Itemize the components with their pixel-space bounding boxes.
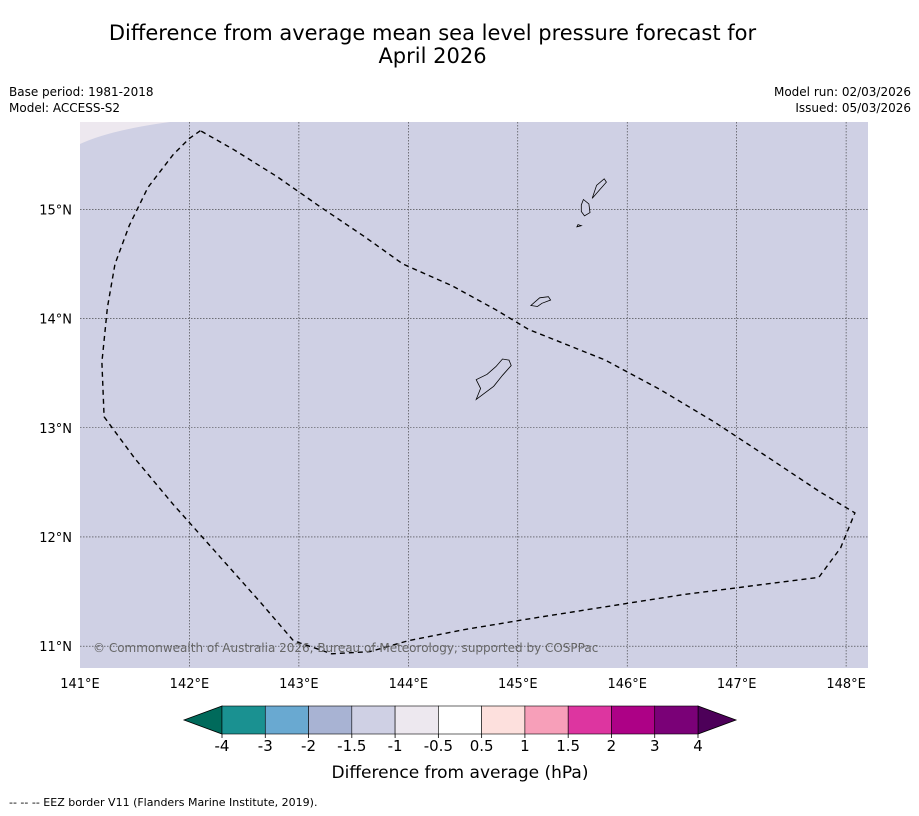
longitude-label: 148°E bbox=[826, 677, 866, 692]
meta-right: Model run: 02/03/2026 Issued: 05/03/2026 bbox=[774, 84, 911, 116]
axis-labels: 15°N 14°N 13°N 12°N 11°N 141°E 142°E 143°E 144°E… bbox=[39, 203, 866, 692]
pressure-field-corner bbox=[80, 122, 170, 144]
longitude-label: 143°E bbox=[279, 677, 319, 692]
model-run: Model run: 02/03/2026 bbox=[773, 85, 911, 99]
page-title: Difference from average mean sea level p… bbox=[70, 22, 795, 68]
title-line-1: Difference from average mean sea level p… bbox=[108, 21, 757, 45]
colorbar: -4 -3 -2 -1.5 -1 -0.5 0.5 1 1.5 2 3 4 bbox=[182, 705, 738, 755]
colorbar-segment bbox=[567, 705, 612, 735]
map-area bbox=[80, 122, 868, 668]
colorbar-segment bbox=[524, 705, 569, 735]
colorbar-segment bbox=[438, 705, 482, 735]
copyright-notice: © Commonwealth of Australia 2026, Bureau… bbox=[93, 641, 598, 655]
colorbar-tick-label: -1 bbox=[388, 737, 403, 755]
colorbar-tick-label: 1 bbox=[520, 737, 530, 755]
latitude-label: 15°N bbox=[39, 203, 72, 218]
longitude-label: 147°E bbox=[717, 677, 757, 692]
colorbar-segment bbox=[264, 705, 309, 735]
base-period: Base period: 1981-2018 bbox=[9, 85, 154, 99]
colorbar-tick-label: 2 bbox=[607, 737, 617, 755]
eez-footnote: -- -- -- EEZ border V11 (Flanders Marine… bbox=[9, 796, 318, 809]
colorbar-segment bbox=[481, 705, 526, 735]
colorbar-under-arrow bbox=[182, 705, 223, 735]
colorbar-over-arrow bbox=[697, 705, 738, 735]
colorbar-tick-label: -1.5 bbox=[337, 737, 366, 755]
colorbar-title: Difference from average (hPa) bbox=[332, 763, 589, 783]
colorbar-segment bbox=[654, 705, 699, 735]
meta-left: Base period: 1981-2018 Model: ACCESS-S2 bbox=[9, 84, 154, 116]
colorbar-tick-label: 3 bbox=[650, 737, 660, 755]
colorbar-tick-label: -2 bbox=[301, 737, 316, 755]
longitude-label: 146°E bbox=[607, 677, 647, 692]
latitude-label: 12°N bbox=[39, 531, 72, 546]
longitude-label: 141°E bbox=[60, 677, 100, 692]
colorbar-tick-label: -3 bbox=[258, 737, 273, 755]
latitude-label: 14°N bbox=[39, 313, 72, 328]
colorbar-segment bbox=[394, 705, 439, 735]
latitude-label: 13°N bbox=[39, 422, 72, 437]
island-coastline bbox=[591, 178, 607, 199]
longitude-label: 144°E bbox=[389, 677, 429, 692]
eez-border-line bbox=[101, 130, 856, 655]
island-coastline bbox=[475, 358, 512, 401]
title-line-2: April 2026 bbox=[378, 44, 487, 68]
island-coastline bbox=[529, 296, 552, 307]
issued-date: Issued: 05/03/2026 bbox=[795, 101, 911, 115]
longitude-label: 142°E bbox=[170, 677, 210, 692]
colorbar-segment bbox=[351, 705, 396, 735]
island-coastline bbox=[576, 224, 583, 228]
map-figure: 15°N 14°N 13°N 12°N 11°N 141°E 142°E 143°E 144°E… bbox=[39, 122, 868, 783]
longitude-label: 145°E bbox=[498, 677, 538, 692]
colorbar-tick-label: 0.5 bbox=[470, 737, 494, 755]
colorbar-tick-label: -0.5 bbox=[424, 737, 453, 755]
island-coastline bbox=[580, 198, 591, 217]
colorbar-tick-label: -4 bbox=[215, 737, 230, 755]
model-name: Model: ACCESS-S2 bbox=[9, 101, 121, 115]
colorbar-tick-label: 1.5 bbox=[556, 737, 580, 755]
colorbar-segment bbox=[221, 705, 266, 735]
latitude-label: 11°N bbox=[39, 640, 72, 655]
colorbar-tick-label: 4 bbox=[693, 737, 703, 755]
colorbar-segment bbox=[308, 705, 353, 735]
colorbar-segment bbox=[611, 705, 656, 735]
